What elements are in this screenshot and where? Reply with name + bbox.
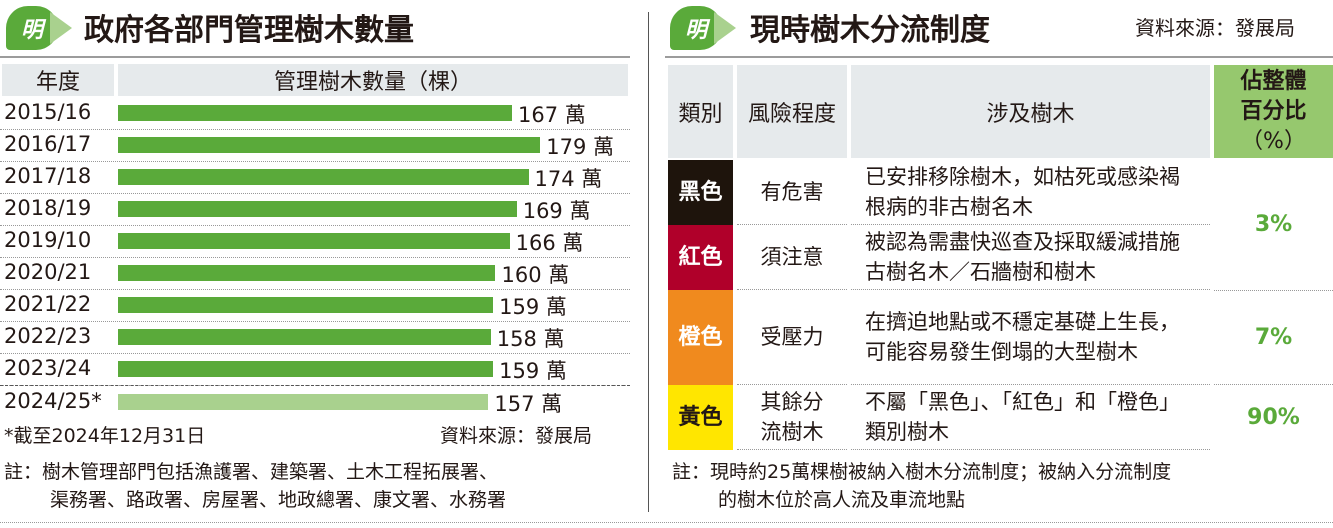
year-label: 2016/17 xyxy=(4,132,92,156)
year-label: 2021/22 xyxy=(4,292,92,316)
bar xyxy=(118,201,517,217)
year-label: 2020/21 xyxy=(4,260,92,284)
trees-description: 被認為需盡快巡查及採取緩減措施古樹名木／石牆樹和樹木 xyxy=(851,225,1210,290)
mingpao-logo: 明 xyxy=(670,6,736,50)
trees-description: 已安排移除樹木，如枯死或感染褐根病的非古樹名木 xyxy=(851,160,1210,225)
year-label: 2023/24 xyxy=(4,356,92,380)
value-label: 160 萬 xyxy=(501,263,570,287)
chart-title: 政府各部門管理樹木數量 xyxy=(84,13,414,48)
header-count: 管理樹木數量（棵） xyxy=(118,64,628,96)
source: 資料來源：發展局 xyxy=(440,425,593,447)
bar-row: 2018/19 169 萬 xyxy=(0,193,630,226)
pct-yellow: 90% xyxy=(1247,404,1300,430)
header-pct-1: 佔整體 xyxy=(1240,68,1307,94)
risk-level: 有危害 xyxy=(737,160,847,225)
bar xyxy=(118,361,494,377)
risk-level: 須注意 xyxy=(737,225,847,290)
value-label: 157 萬 xyxy=(494,392,563,416)
bar xyxy=(118,137,541,153)
bar xyxy=(118,297,494,313)
value-label: 158 萬 xyxy=(496,327,565,351)
category-badge: 橙色 xyxy=(668,290,733,385)
value-label: 159 萬 xyxy=(499,359,567,383)
bar xyxy=(118,169,529,185)
bar-row: 2017/18 174 萬 xyxy=(0,161,630,194)
bottom-rule xyxy=(0,522,1333,523)
header-pct-3: （%） xyxy=(1241,128,1306,154)
header-trees: 涉及樹木 xyxy=(851,65,1210,158)
bar-row: 2016/17 179 萬 xyxy=(0,129,630,162)
pct-orange: 7% xyxy=(1214,290,1333,385)
panel-divider xyxy=(648,12,649,512)
header-pct-2: 百分比 xyxy=(1240,98,1307,124)
value-label: 169 萬 xyxy=(522,199,591,223)
category-badge: 紅色 xyxy=(668,225,733,290)
trees-description: 不屬「黑色」、「紅色」和「橙色」類別樹木 xyxy=(851,385,1210,450)
trees-description: 在擠迫地點或不穩定基礎上生長，可能容易發生倒塌的大型樹木 xyxy=(851,290,1210,385)
header-category: 類別 xyxy=(668,65,733,158)
bar-row: 2019/10 166 萬 xyxy=(0,225,630,258)
header-year: 年度 xyxy=(2,64,114,96)
value-label: 167 萬 xyxy=(518,103,586,127)
year-label: 2017/18 xyxy=(4,164,92,188)
risk-level: 受壓力 xyxy=(737,290,847,385)
bar xyxy=(118,329,491,345)
bar-row: 2023/24 159 萬 xyxy=(0,353,630,386)
category-badge: 黃色 xyxy=(668,385,733,450)
category-badge: 黑色 xyxy=(668,160,733,225)
note-cont: 渠務署、路政署、房屋署、地政總署、康文署、水務署 xyxy=(50,489,507,511)
note-cont: 的樹木位於高人流及車流地點 xyxy=(718,489,966,511)
bar-row: 2015/16 167 萬 xyxy=(0,97,630,130)
value-label: 166 萬 xyxy=(515,231,584,255)
table-title: 現時樹木分流制度 xyxy=(750,13,990,48)
bar-row: 2022/23 158 萬 xyxy=(0,321,630,354)
value-label: 174 萬 xyxy=(534,167,603,191)
year-label: 2015/16 xyxy=(4,100,92,124)
bar-row: 2020/21 160 萬 xyxy=(0,257,630,290)
risk-level: 其餘分流樹木 xyxy=(737,385,847,450)
year-label: 2024/25* xyxy=(4,389,102,413)
pct-black-red: 3% xyxy=(1254,212,1293,237)
bar xyxy=(118,105,512,121)
year-label: 2022/23 xyxy=(4,324,92,348)
note: 註：現時約25萬棵樹被納入樹木分流制度；被納入分流制度 xyxy=(672,461,1172,483)
source: 資料來源：發展局 xyxy=(1135,16,1295,40)
bar xyxy=(118,233,510,249)
bar-row: 2024/25* 157 萬 xyxy=(0,385,630,418)
bar xyxy=(118,394,489,410)
value-label: 159 萬 xyxy=(499,295,567,319)
divider xyxy=(0,56,630,58)
bar xyxy=(118,265,496,281)
bar-row: 2021/22 159 萬 xyxy=(0,289,630,322)
divider xyxy=(665,56,1333,58)
footnote: *截至2024年12月31日 xyxy=(4,425,206,447)
year-label: 2019/10 xyxy=(4,228,92,252)
year-label: 2018/19 xyxy=(4,196,92,220)
note: 註：樹木管理部門包括漁護署、建築署、土木工程拓展署、 xyxy=(4,461,499,483)
header-risk: 風險程度 xyxy=(737,65,847,158)
mingpao-logo: 明 xyxy=(6,6,72,50)
value-label: 179 萬 xyxy=(546,135,615,159)
